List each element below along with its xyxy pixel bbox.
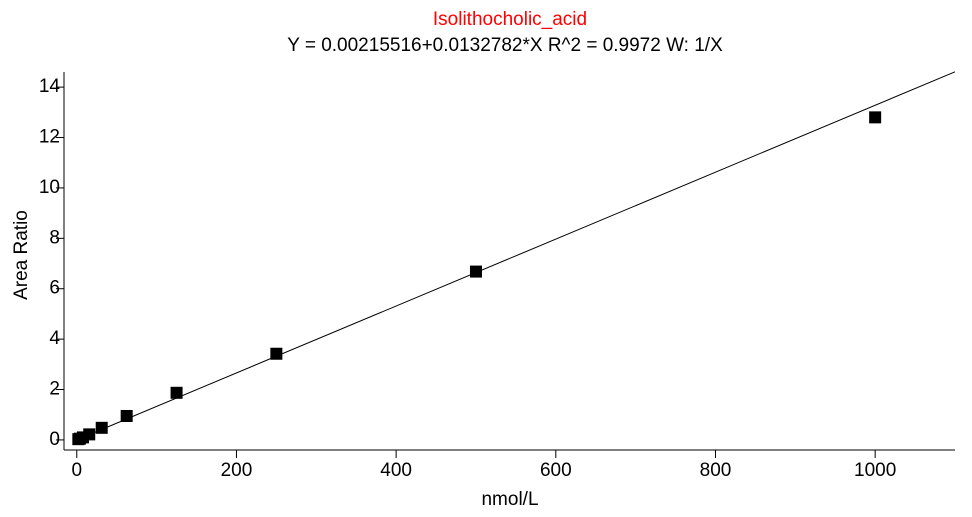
x-tick-label: 600 — [540, 460, 572, 481]
data-point — [170, 386, 183, 399]
y-tick-label: 8 — [49, 227, 60, 248]
y-tick-label: 10 — [39, 177, 60, 198]
data-point — [869, 111, 882, 124]
x-tick-label: 0 — [71, 460, 82, 481]
chart-title: Isolithocholic_acid — [433, 9, 587, 30]
y-axis-label: Area Ratio — [11, 210, 32, 300]
y-tick-label: 6 — [49, 278, 60, 299]
y-tick-label: 4 — [49, 328, 60, 349]
data-point — [469, 265, 482, 278]
y-tick-label: 14 — [39, 76, 61, 97]
x-axis-label: nmol/L — [481, 489, 538, 510]
data-point — [95, 421, 108, 434]
x-tick-label: 1000 — [854, 460, 896, 481]
x-tick-label: 400 — [380, 460, 412, 481]
fit-line — [76, 71, 956, 441]
y-tick-label: 12 — [39, 127, 60, 148]
data-point — [270, 347, 283, 360]
data-point — [83, 428, 96, 441]
chart-subtitle: Y = 0.00215516+0.0132782*X R^2 = 0.9972 … — [287, 35, 723, 56]
y-tick-label: 0 — [49, 429, 60, 450]
x-tick-label: 200 — [221, 460, 253, 481]
data-point — [120, 409, 133, 422]
x-tick-label: 800 — [700, 460, 732, 481]
y-tick-label: 2 — [49, 379, 60, 400]
